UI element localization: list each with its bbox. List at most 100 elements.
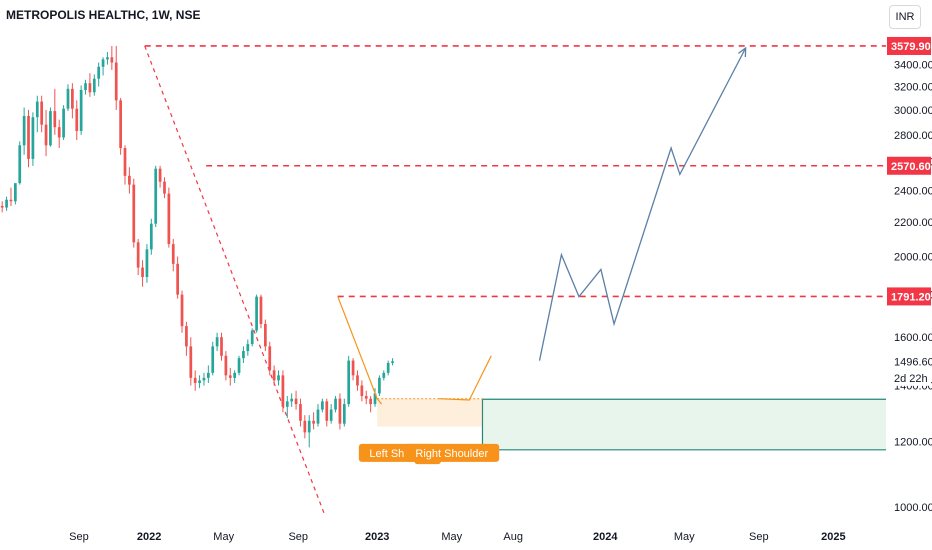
candle-body: [338, 398, 342, 424]
candle-body: [141, 267, 144, 277]
pattern-labels-layer: Left ShoulcHeaRight Shoulder: [358, 443, 500, 465]
candle-body: [44, 124, 48, 146]
candle-body: [128, 175, 131, 185]
candle: [5, 196, 8, 211]
candle: [233, 370, 237, 383]
candle: [180, 290, 184, 333]
x-tick-label: 2025: [821, 531, 845, 543]
candle: [185, 321, 188, 356]
candle-body: [171, 244, 175, 264]
candle: [18, 141, 22, 185]
price-label-text: 3579.90: [891, 41, 931, 53]
candle: [128, 167, 131, 194]
candle-body: [264, 323, 267, 347]
candle-body: [189, 346, 193, 378]
candle-body: [31, 117, 35, 159]
candle: [110, 45, 114, 70]
candle-body: [62, 108, 65, 138]
candle: [237, 355, 241, 376]
y-tick-label: 3200.00: [894, 82, 932, 94]
candle: [312, 412, 315, 430]
candle: [202, 372, 206, 386]
candle-body: [97, 66, 101, 79]
x-tick-label: 2023: [365, 531, 389, 543]
candle-body: [299, 404, 302, 421]
candle-body: [246, 344, 250, 352]
candle-body: [158, 168, 162, 182]
candle: [338, 393, 342, 430]
support-zone-layer: [481, 398, 886, 451]
candle-body: [79, 89, 83, 131]
candle: [53, 88, 57, 135]
candle: [114, 45, 118, 110]
candle: [27, 109, 30, 168]
candle: [373, 388, 377, 407]
candle-body: [198, 380, 201, 383]
candle-body: [0, 205, 4, 208]
candle-body: [224, 355, 228, 376]
candle-body: [316, 409, 320, 424]
pattern-label-bg: [404, 443, 500, 462]
x-tick-label: Aug: [503, 531, 523, 543]
candle: [334, 396, 337, 413]
y-tick-label: 1000.00: [894, 502, 932, 514]
candle-body: [307, 420, 311, 433]
symbol-title: METROPOLIS HEALTHC, 1W, NSE: [6, 8, 201, 22]
candle: [364, 390, 368, 405]
candle-body: [237, 358, 241, 373]
currency-button[interactable]: INR: [889, 5, 921, 29]
candle: [264, 319, 267, 352]
candle: [106, 52, 109, 65]
current-price-label: 1496.60: [894, 356, 932, 368]
y-tick-label: 2800.00: [894, 130, 932, 142]
price-label-bg: [887, 156, 931, 175]
candle: [158, 165, 162, 188]
candle: [342, 398, 346, 427]
price-label-box: 3579.90: [887, 36, 931, 55]
candle: [167, 187, 171, 248]
candle-body: [185, 326, 188, 347]
candle: [149, 218, 153, 255]
descending-trendline: [144, 45, 326, 515]
candle: [154, 165, 158, 228]
candle-body: [22, 115, 26, 146]
candle-body: [356, 375, 359, 386]
candle: [66, 84, 70, 112]
candle-body: [250, 330, 254, 345]
candle: [22, 107, 26, 155]
candle-body: [57, 127, 61, 138]
candle: [40, 95, 44, 133]
candle-body: [211, 346, 215, 373]
candle-body: [13, 183, 17, 202]
candle-body: [9, 199, 13, 202]
candle-body: [277, 375, 280, 381]
x-tick-label: Sep: [288, 531, 308, 543]
candles-layer: [0, 45, 394, 448]
candle: [35, 95, 39, 133]
candle: [9, 187, 13, 206]
candle-body: [53, 111, 57, 128]
candle: [220, 332, 223, 361]
candle-body: [136, 242, 140, 268]
candle: [141, 260, 144, 287]
candle-body: [123, 147, 127, 176]
candle-body: [312, 420, 315, 424]
candle: [71, 83, 74, 119]
candle-body: [106, 57, 109, 60]
candle-body: [88, 83, 92, 93]
candle: [294, 390, 298, 410]
candle: [242, 346, 245, 364]
price-label-text: 2570.60: [891, 161, 931, 173]
support-zone-box: [482, 399, 886, 450]
candle-body: [342, 404, 346, 424]
candle-body: [242, 351, 245, 359]
pattern-line-1: [337, 296, 383, 405]
projection-arrowhead: [738, 46, 747, 58]
pattern-line-2: [438, 355, 492, 401]
time-axis[interactable]: Sep 2022 May Sep 2023 May Aug 2024 May Sep 2025: [69, 531, 845, 543]
price-axis[interactable]: 1000.001200.001400.001600.001800.002000.…: [887, 36, 932, 514]
candle: [369, 396, 372, 413]
candle: [215, 332, 219, 352]
candle-body: [149, 223, 153, 250]
